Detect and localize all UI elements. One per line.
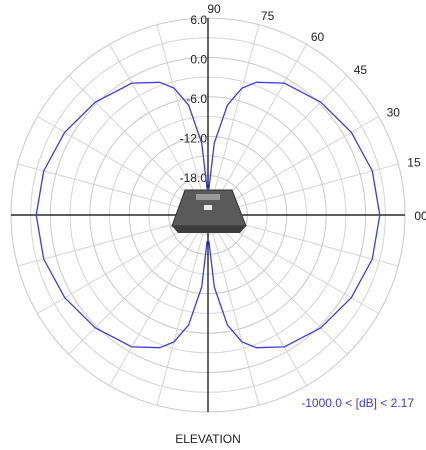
angle-tick-label: 75 [261,9,275,23]
grid-spoke [109,44,209,216]
angle-tick-label: 30 [387,106,401,120]
angle-tick-label: 45 [354,63,368,77]
device-image [171,189,247,233]
grid-spoke [156,214,209,406]
grid-spoke [207,214,307,386]
grid-spoke [207,24,260,216]
grid-spoke [37,116,209,216]
device-port [204,205,212,210]
angle-tick-label: 00 [414,209,426,223]
angle-tick-label: 15 [407,156,421,170]
grid-spoke [156,24,209,216]
angle-tick-label: 90 [207,2,221,16]
pattern-line [35,81,381,349]
r-tick-label: -18.0 [180,171,208,185]
angle-tick-label: 60 [311,30,325,44]
grid-spoke [68,214,209,355]
r-tick-label: 0.0 [190,53,207,67]
r-tick-label: 6.0 [190,13,207,27]
annotation: -1000.0 < [dB] < 2.17 [301,396,414,410]
grid-spoke [207,214,260,406]
device-base [172,226,246,233]
device-label [196,194,220,200]
grid-spoke [109,214,209,386]
r-tick-label: -6.0 [186,92,207,106]
grid-spoke [207,44,307,216]
grid-spoke [207,214,348,355]
r-tick-label: -12.0 [180,131,208,145]
axis-label: ELEVATION [175,432,241,446]
grid-spoke [17,163,209,216]
grid-spoke [207,163,399,216]
grid-spoke [207,116,379,216]
